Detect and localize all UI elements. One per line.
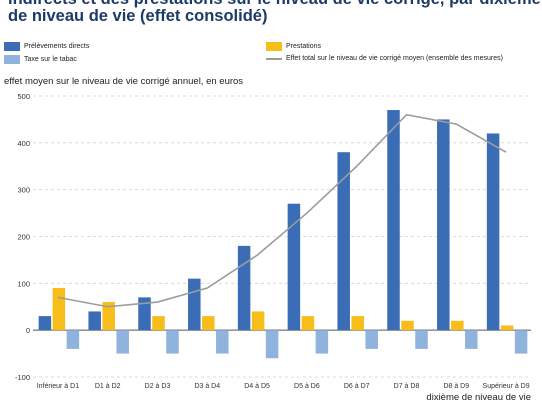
x-tick-label: Supérieur à D9 (483, 383, 530, 390)
bar-prestations (301, 316, 315, 331)
line-effet-total (57, 113, 507, 308)
x-tick-label: D7 à D8 (394, 383, 420, 390)
x-tick-label: D4 à D5 (244, 383, 270, 390)
x-tick-label: D6 à D7 (344, 383, 370, 390)
bar-prestations (102, 302, 115, 331)
bar-taxe-tabac (216, 330, 229, 354)
bar-prestations (451, 320, 464, 331)
legend-item-tabac: Taxe sur le tabac (4, 55, 77, 64)
bar-prelevements-directs (287, 203, 301, 331)
bar-prelevements-directs (188, 278, 201, 331)
legend-item-prestations: Prestations (266, 42, 321, 51)
y-axis-ticks: 500 400 300 200 100 0 -100 (15, 92, 30, 382)
y-tick-label: 0 (26, 326, 30, 335)
bar-prestations (251, 311, 265, 331)
bar-prestations (500, 325, 514, 331)
bar-taxe-tabac (166, 330, 179, 354)
legend-label-tabac: Taxe sur le tabac (24, 56, 77, 63)
legend-item-effet-total: Effet total sur le niveau de vie corrigé… (266, 55, 503, 62)
chart-title: indirects et des prestations sur le nive… (8, 0, 542, 25)
bar-prestations (52, 288, 66, 331)
x-tick-label: D1 à D2 (95, 383, 121, 390)
y-tick-label: 100 (17, 279, 30, 288)
y-axis-label: effet moyen sur le niveau de vie corrigé… (4, 76, 244, 87)
bar-prestations (401, 320, 414, 331)
bar-prelevements-directs (38, 316, 52, 331)
chart-gridlines (33, 95, 531, 378)
bar-taxe-tabac (514, 330, 528, 354)
chart-legend: Prélèvements directs Prestations Taxe su… (4, 42, 542, 68)
y-tick-label: 300 (17, 186, 30, 195)
y-tick-label: 200 (17, 233, 30, 242)
bar-taxe-tabac (66, 330, 80, 349)
y-tick-label: 400 (17, 139, 30, 148)
bar-prelevements-directs (387, 110, 400, 331)
bar-prestations (152, 316, 165, 331)
bar-taxe-tabac (265, 330, 279, 359)
bar-taxe-tabac (116, 330, 129, 354)
x-axis-label: dixième de niveau de vie (426, 392, 531, 400)
bar-taxe-tabac (365, 330, 378, 349)
x-tick-label: D3 à D4 (194, 383, 220, 390)
legend-label-prelevements: Prélèvements directs (24, 43, 90, 50)
x-tick-label: D8 à D9 (443, 383, 469, 390)
chart-title-line-2: de niveau de vie (effet consolidé) (8, 7, 268, 25)
legend-label-effet-total: Effet total sur le niveau de vie corrigé… (286, 55, 503, 62)
legend-item-prelevements: Prélèvements directs (4, 42, 89, 51)
x-tick-label: Inférieur à D1 (37, 383, 80, 390)
bar-prelevements-directs (138, 297, 151, 331)
y-tick-label: 500 (17, 92, 30, 101)
legend-swatch-prelevements (4, 42, 20, 51)
bar-prelevements-directs (337, 152, 350, 331)
bar-prelevements-directs (237, 245, 251, 331)
x-axis-ticks: Inférieur à D1 D1 à D2 D2 à D3 D3 à D4 D4 à … (37, 383, 530, 390)
bar-taxe-tabac (315, 330, 329, 354)
bar-prelevements-directs (437, 119, 450, 331)
x-tick-label: D2 à D3 (145, 383, 171, 390)
legend-swatch-tabac (4, 55, 20, 64)
x-tick-label: D5 à D6 (294, 383, 320, 390)
bar-prelevements-directs (88, 311, 101, 331)
bar-taxe-tabac (465, 330, 478, 349)
bar-prestations (351, 316, 364, 331)
legend-swatch-prestations (266, 42, 282, 51)
legend-line-effet-total (266, 57, 282, 60)
chart-bars (38, 110, 528, 359)
y-tick-label: -100 (15, 373, 30, 382)
chart-total-line (57, 113, 507, 308)
bar-prestations (202, 316, 215, 331)
bar-prelevements-directs (486, 133, 500, 331)
chart-title-line-1: indirects et des prestations sur le nive… (8, 0, 542, 8)
bar-taxe-tabac (415, 330, 428, 349)
legend-label-prestations: Prestations (286, 43, 322, 50)
